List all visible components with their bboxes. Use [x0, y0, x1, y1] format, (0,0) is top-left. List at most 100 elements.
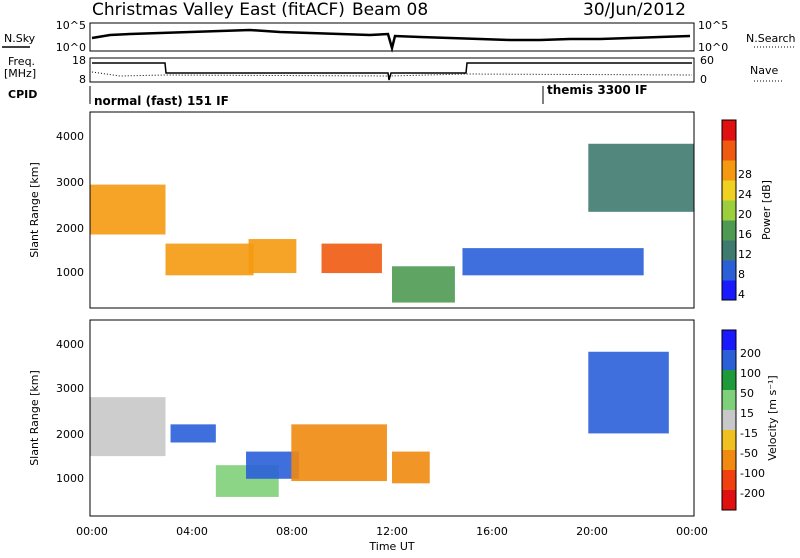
velocity-colorbar-swatch-4 — [722, 410, 736, 431]
freq-tick-bottom: 8 — [79, 73, 86, 86]
xtick-1600: 16:00 — [476, 525, 508, 538]
freq-label-1: Freq. — [8, 55, 35, 68]
power-colorbar-swatch-6 — [722, 160, 736, 181]
velocity-colorbar-label: Velocity [m s⁻¹] — [766, 375, 779, 460]
power-colorbar-label: Power [dB] — [760, 180, 773, 240]
date-title: 30/Jun/2012 — [583, 0, 686, 20]
n-sky-label: N.Sky — [4, 32, 36, 45]
velocity-ytick-3000: 3000 — [56, 382, 84, 395]
power-ytick-1000: 1000 — [56, 266, 84, 279]
velocity-colorbar-swatch-8 — [722, 490, 736, 511]
xtick-2400: 00:00 — [676, 525, 708, 538]
cpid-mode-2: themis 3300 IF — [547, 83, 648, 97]
nave-label: Nave — [750, 64, 778, 77]
power-cbar-tick-4: 4 — [738, 288, 745, 301]
freq-panel: Freq. [MHz] 18 8 60 0 Nave — [4, 54, 782, 86]
power-colorbar-border — [721, 119, 737, 301]
velocity-colorbar-swatch-7 — [722, 470, 736, 491]
velocity-cbar-tick-50: 50 — [740, 387, 754, 400]
n-sky-tick-top: 10^5 — [56, 19, 86, 32]
nave-tick-top: 60 — [700, 54, 714, 67]
velocity-ytick-4000: 4000 — [56, 338, 84, 351]
power-echo-region-6 — [588, 143, 694, 212]
power-cbar-tick-12: 12 — [738, 248, 752, 261]
power-echo-layer — [90, 143, 694, 303]
n-sky-tick-bottom: 10^0 — [56, 41, 86, 54]
power-cbar-tick-20: 20 — [738, 208, 752, 221]
velocity-cbar-tick-neg50: -50 — [740, 447, 758, 460]
power-colorbar-swatch-0 — [722, 280, 736, 301]
power-echo-region-4 — [392, 266, 455, 303]
n-search-tick-top: 10^5 — [698, 19, 728, 32]
power-colorbar-swatch-7 — [722, 140, 736, 161]
velocity-colorbar-border — [721, 329, 737, 511]
velocity-ytick-2000: 2000 — [56, 428, 84, 441]
power-ytick-2000: 2000 — [56, 222, 84, 235]
x-axis: 00:00 04:00 08:00 12:00 16:00 20:00 00:0… — [76, 525, 708, 553]
power-echo-region-5 — [462, 248, 644, 276]
velocity-colorbar-swatch-5 — [722, 430, 736, 451]
velocity-ylabel: Slant Range [km] — [28, 370, 41, 466]
power-echo-region-3 — [321, 243, 382, 274]
velocity-colorbar-swatch-6 — [722, 450, 736, 471]
power-echo-region-1 — [165, 243, 254, 276]
xtick-0400: 04:00 — [176, 525, 208, 538]
power-colorbar — [721, 119, 737, 301]
velocity-echo-region-3 — [246, 451, 299, 479]
velocity-colorbar-swatch-0 — [722, 330, 736, 351]
velocity-panel: Slant Range [km] 4000 3000 2000 1000 200… — [28, 319, 779, 517]
velocity-echo-region-1 — [170, 424, 216, 443]
power-colorbar-swatch-2 — [722, 240, 736, 261]
xtick-1200: 12:00 — [376, 525, 408, 538]
freq-label-2: [MHz] — [4, 67, 36, 80]
power-colorbar-swatch-5 — [722, 180, 736, 201]
velocity-colorbar-swatch-3 — [722, 390, 736, 411]
power-cbar-tick-8: 8 — [738, 268, 745, 281]
n-search-tick-bottom: 10^0 — [698, 41, 728, 54]
beam-title: Beam 08 — [352, 0, 428, 20]
cpid-panel: CPID normal (fast) 151 IF themis 3300 IF — [8, 83, 648, 108]
x-axis-label: Time UT — [368, 540, 414, 553]
power-colorbar-swatch-8 — [722, 120, 736, 141]
velocity-cbar-tick-neg100: -100 — [740, 467, 765, 480]
power-ytick-4000: 4000 — [56, 130, 84, 143]
freq-tick-top: 18 — [72, 54, 86, 67]
freq-trace — [92, 62, 692, 81]
power-panel: Slant Range [km] 4000 3000 2000 1000 28 … — [28, 111, 773, 309]
velocity-cbar-tick-100: 100 — [740, 367, 761, 380]
nave-tick-bottom: 0 — [700, 73, 707, 86]
nave-trace — [91, 71, 693, 77]
velocity-colorbar-swatch-1 — [722, 350, 736, 371]
velocity-cbar-tick-15: 15 — [740, 407, 754, 420]
power-cbar-tick-16: 16 — [738, 228, 752, 241]
velocity-echo-region-5 — [392, 451, 430, 484]
power-ytick-3000: 3000 — [56, 176, 84, 189]
velocity-cbar-tick-200: 200 — [740, 347, 761, 360]
velocity-colorbar-swatch-2 — [722, 370, 736, 391]
xtick-2000: 20:00 — [576, 525, 608, 538]
cpid-mode-1: normal (fast) 151 IF — [94, 94, 229, 108]
power-cbar-tick-24: 24 — [738, 188, 752, 201]
n-search-label: N.Search — [746, 32, 796, 45]
power-echo-region-0 — [90, 184, 166, 235]
power-colorbar-swatch-1 — [722, 260, 736, 281]
station-title: Christmas Valley East (fitACF) — [92, 0, 345, 20]
velocity-echo-region-6 — [588, 351, 669, 434]
noise-panel: N.Sky 10^5 10^0 10^5 10^0 N.Search — [2, 19, 796, 54]
velocity-echo-region-4 — [291, 424, 387, 482]
power-echo-region-2 — [248, 239, 297, 274]
velocity-echo-layer — [90, 351, 669, 497]
xtick-0800: 08:00 — [276, 525, 308, 538]
power-colorbar-swatch-3 — [722, 220, 736, 241]
power-cbar-tick-28: 28 — [738, 168, 752, 181]
velocity-ytick-1000: 1000 — [56, 472, 84, 485]
velocity-cbar-tick-neg200: -200 — [740, 487, 765, 500]
cpid-label: CPID — [8, 88, 37, 101]
velocity-colorbar — [721, 329, 737, 511]
velocity-echo-region-0 — [90, 397, 166, 457]
noise-sky-trace — [91, 28, 691, 53]
velocity-cbar-tick-neg15: -15 — [740, 427, 758, 440]
power-colorbar-swatch-4 — [722, 200, 736, 221]
xtick-0000: 00:00 — [76, 525, 108, 538]
